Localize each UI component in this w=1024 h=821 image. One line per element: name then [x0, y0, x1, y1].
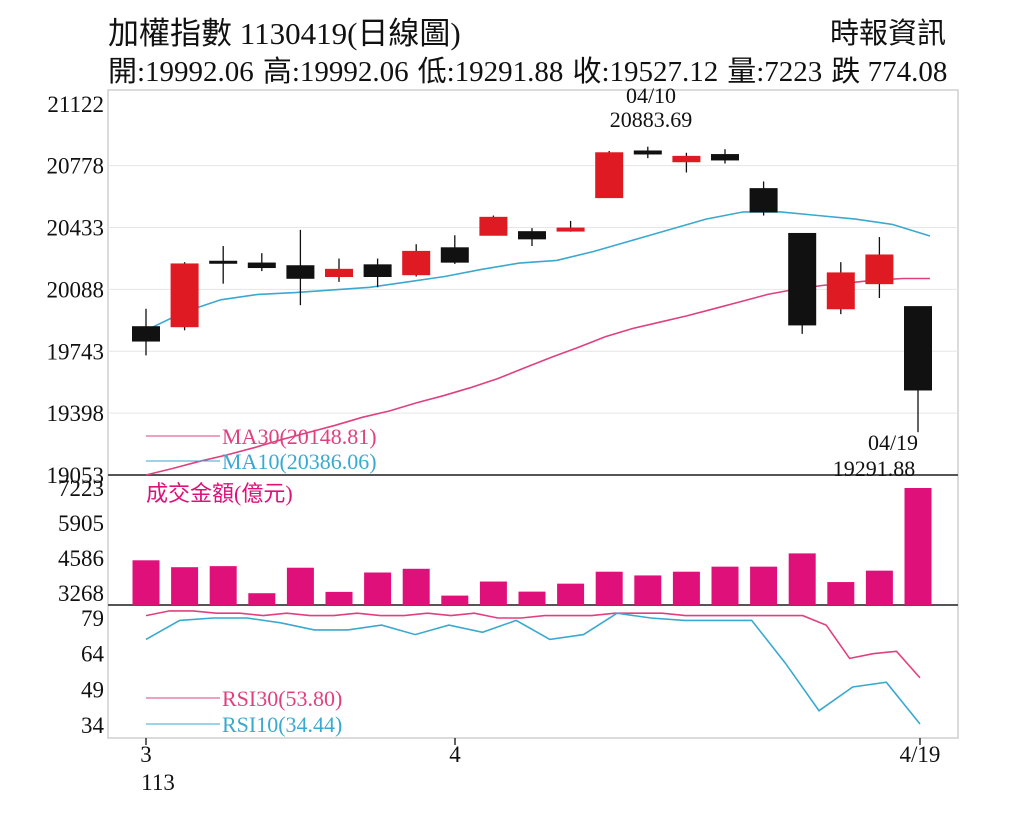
high-value: 高:19992.06 — [262, 56, 409, 88]
ma10-legend-label: MA10(20386.06) — [222, 449, 377, 474]
volume-title: 成交金額(億元) — [146, 481, 293, 506]
volume-bar — [479, 581, 507, 605]
candle-body — [865, 254, 894, 285]
candle-body — [788, 232, 817, 326]
volume-bar — [171, 567, 199, 605]
ma30-legend-label: MA30(20148.81) — [222, 424, 377, 449]
candle-body — [132, 326, 160, 342]
open-value: 開:19992.06 — [108, 56, 254, 88]
candle-body — [209, 260, 238, 264]
volume-tick-label: 5905 — [58, 511, 104, 536]
volume-bar — [325, 591, 353, 605]
candle-body — [402, 250, 431, 276]
candle-body — [247, 262, 276, 269]
candle-body — [672, 155, 701, 163]
low-value: 低:19291.88 — [417, 56, 564, 88]
rsi30-line — [145, 610, 921, 679]
volume-bar — [827, 582, 855, 605]
volume-tick-label: 3268 — [58, 581, 104, 606]
candle-body — [363, 264, 392, 277]
low-date-label: 04/19 — [868, 430, 918, 455]
candle-body — [749, 188, 778, 213]
price-tick-label: 20088 — [47, 277, 105, 302]
volume-bar — [209, 566, 237, 605]
candle-body — [556, 227, 585, 232]
low-value-label: 19291.88 — [833, 456, 916, 481]
candle-body — [633, 150, 662, 155]
x-tick-label: 3 — [140, 742, 152, 767]
price-tick-label: 21122 — [47, 92, 104, 117]
candle-body — [904, 306, 932, 391]
volume-value: 量:7223 — [727, 56, 823, 88]
candle-body — [711, 154, 739, 161]
plot-frame — [107, 89, 959, 739]
close-value: 收:19527.12 — [572, 56, 719, 88]
volume-bar — [595, 571, 623, 605]
candle-body — [170, 263, 199, 328]
volume-bar — [634, 575, 662, 605]
volume-bar — [788, 553, 816, 605]
volume-bar — [364, 572, 392, 605]
candle-body — [595, 152, 624, 199]
x-year-label: 113 — [141, 770, 175, 795]
source-label: 時報資訊 — [830, 18, 947, 50]
volume-bar — [865, 570, 893, 605]
volume-bar — [711, 566, 739, 605]
volume-bar — [441, 595, 469, 605]
price-tick-label: 19743 — [47, 339, 105, 364]
volume-bar — [672, 571, 700, 605]
candle-body — [286, 265, 315, 279]
volume-bar — [750, 566, 778, 605]
volume-bar — [132, 560, 160, 605]
volume-tick-label: 7223 — [58, 476, 104, 501]
rsi-tick-label: 64 — [81, 642, 105, 667]
rsi10-line — [145, 612, 921, 725]
price-tick-label: 20778 — [47, 154, 105, 179]
volume-bar — [286, 567, 314, 605]
volume-bar — [402, 568, 430, 605]
price-tick-label: 20433 — [47, 216, 105, 241]
volume-bar — [904, 488, 932, 605]
price-tick-label: 19398 — [47, 401, 105, 426]
rsi30-legend-label: RSI30(53.80) — [222, 686, 342, 711]
x-tick-label: 4/19 — [900, 742, 941, 767]
change-value: 跌 774.08 — [831, 56, 948, 88]
rsi-tick-label: 49 — [81, 677, 104, 702]
candle-body — [325, 268, 353, 277]
volume-bar — [248, 593, 276, 605]
rsi10-legend-label: RSI10(34.44) — [222, 712, 342, 737]
high-date-label: 04/10 — [626, 83, 676, 108]
price-tick-label: 19053 — [47, 463, 105, 488]
x-tick-label: 4 — [449, 742, 461, 767]
volume-bar — [557, 583, 585, 605]
candle-body — [479, 216, 508, 236]
candle-body — [440, 247, 469, 263]
candle-body — [518, 231, 546, 240]
rsi-tick-label: 34 — [81, 713, 105, 738]
ohlc-summary: 開:19992.06 高:19992.06 低:19291.88 收:19527.12… — [108, 48, 956, 90]
candle-body — [826, 272, 855, 310]
volume-tick-label: 4586 — [58, 546, 104, 571]
rsi-tick-label: 79 — [81, 606, 104, 631]
ma10-line — [145, 211, 931, 332]
chart-title: 加權指數 1130419(日線圖) — [108, 16, 461, 51]
high-value-label: 20883.69 — [610, 107, 693, 132]
volume-bar — [518, 591, 546, 605]
